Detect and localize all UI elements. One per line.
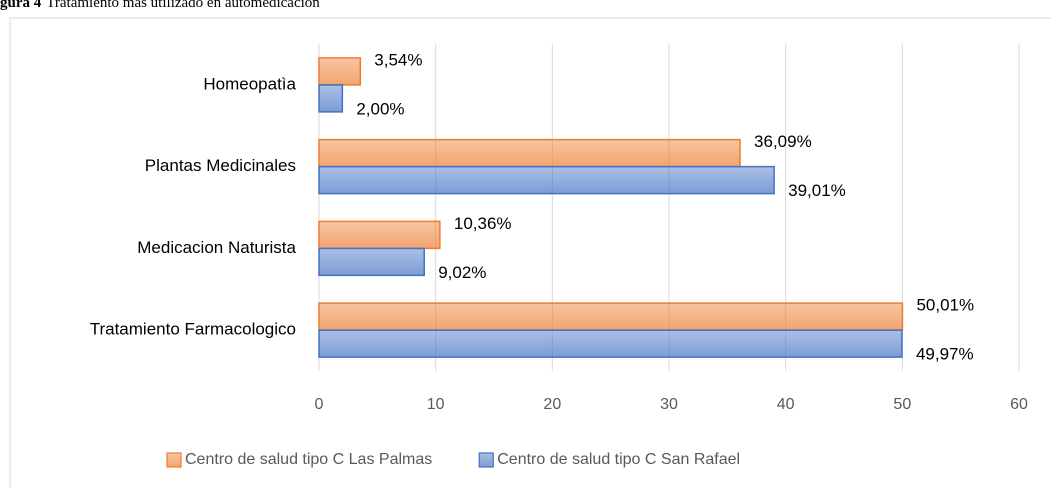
- bar: [318, 329, 903, 358]
- x-tick-label: 20: [543, 396, 561, 413]
- legend-label: Centro de salud tipo C Las Palmas: [185, 451, 432, 468]
- title-text: Tratamiento más utilizado en automedicac…: [46, 0, 320, 11]
- y-tick-label: Homeopatìa: [203, 74, 296, 93]
- x-tick-label: 30: [660, 396, 678, 413]
- legend-swatch: [166, 452, 182, 468]
- value-label: 49,97%: [916, 345, 974, 364]
- value-label: 2,00%: [356, 99, 404, 118]
- bar: [318, 165, 775, 195]
- legend-label: Centro de salud tipo C San Rafael: [497, 451, 740, 468]
- value-label: 36,09%: [754, 132, 812, 151]
- legend-swatch: [478, 452, 494, 468]
- y-tick-label: Plantas Medicinales: [145, 156, 296, 175]
- value-label: 50,01%: [916, 296, 974, 315]
- y-tick-label: Tratamiento Farmacologico: [90, 320, 296, 339]
- x-tick-label: 0: [315, 396, 324, 413]
- value-label: 9,02%: [438, 263, 486, 282]
- figure-label: gura 4: [0, 0, 42, 11]
- bar: [318, 302, 904, 331]
- value-label: 3,54%: [374, 50, 422, 69]
- x-tick-label: 50: [893, 396, 911, 413]
- value-label: 39,01%: [788, 181, 846, 200]
- chart-title: gura 4 Tratamiento más utilizado en autom…: [0, 0, 320, 11]
- y-tick-label: Medicacion Naturista: [137, 238, 296, 257]
- value-label: 10,36%: [454, 214, 512, 233]
- x-tick-label: 40: [777, 396, 795, 413]
- chart-frame: [9, 17, 1051, 488]
- x-tick-label: 10: [427, 396, 445, 413]
- bar: [318, 57, 362, 86]
- bar: [318, 247, 425, 277]
- bar: [318, 220, 441, 250]
- bar: [318, 84, 344, 113]
- bar: [318, 138, 741, 168]
- x-tick-label: 60: [1010, 396, 1028, 413]
